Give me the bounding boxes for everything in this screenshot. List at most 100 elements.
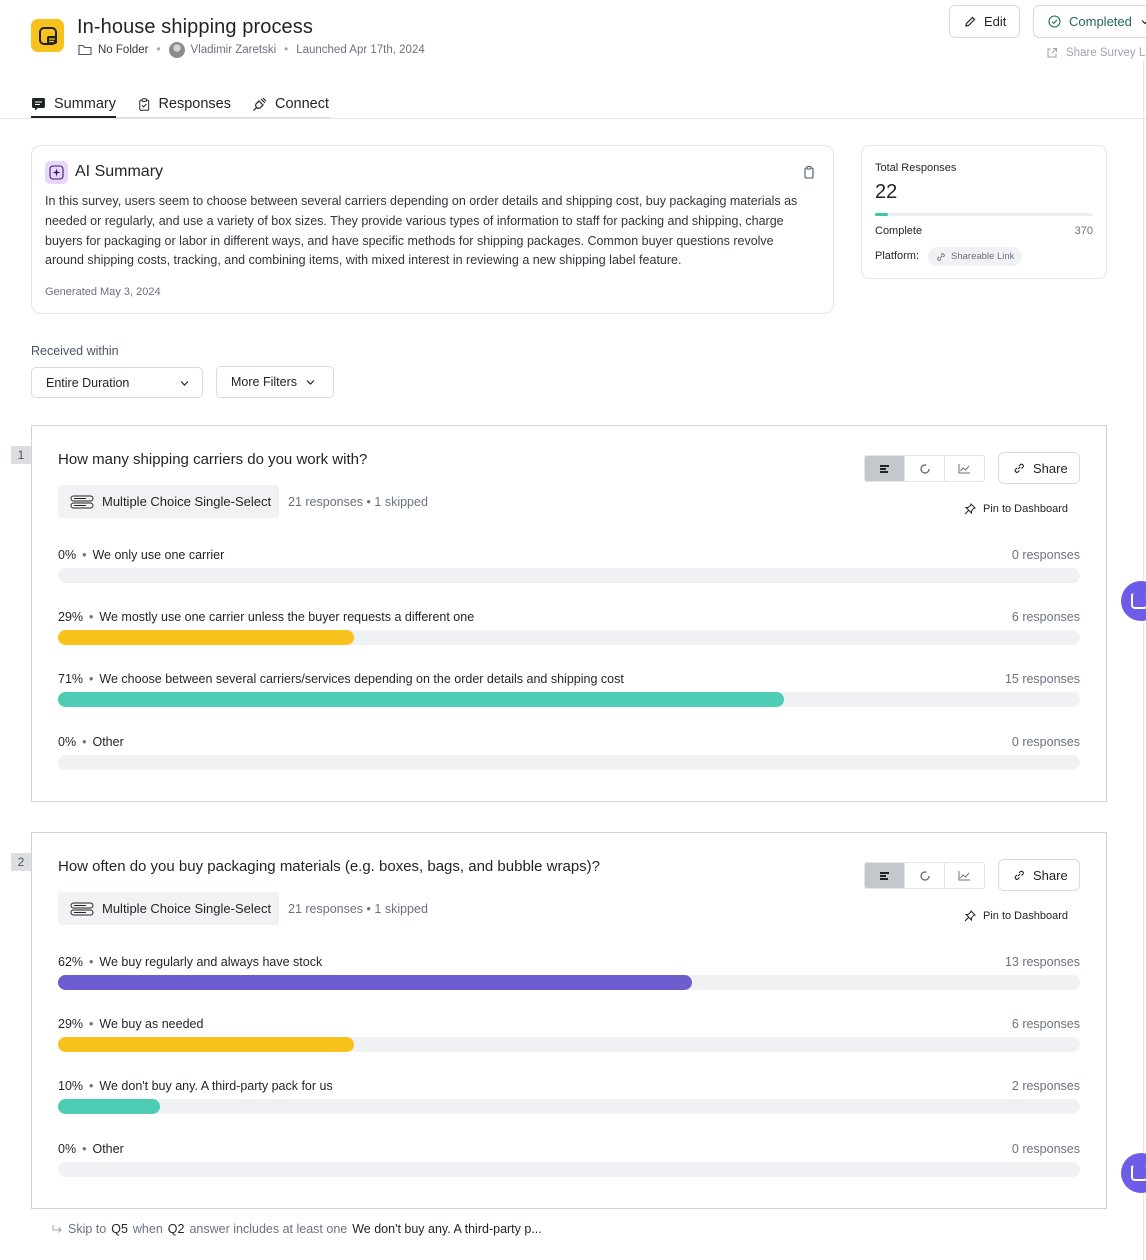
answer-label: 0% • Other [58, 735, 124, 749]
answer-label: 0% • We only use one carrier [58, 548, 225, 562]
share-button[interactable]: Share [998, 859, 1080, 891]
app-logo [31, 19, 64, 52]
active-tab-indicator [31, 116, 116, 118]
answer-count: 6 responses [1011, 1017, 1080, 1031]
answer-label: 71% • We choose between several carriers/s… [58, 672, 624, 686]
answer-bar [58, 1037, 1080, 1052]
meta-separator: • [156, 44, 161, 56]
answer-label: 10% • We don't buy any. A third-party pack… [58, 1079, 333, 1093]
tab-summary[interactable]: Summary [31, 90, 116, 118]
received-within-label: Received within [31, 344, 119, 358]
survey-meta: No Folder • Vladimir Zaretski • Launched… [78, 42, 425, 58]
bar-view-button[interactable] [865, 456, 904, 481]
pin-icon [964, 910, 976, 922]
answer-count: 0 responses [1011, 1142, 1080, 1156]
copy-icon[interactable] [802, 165, 816, 179]
answer-bar-fill [58, 975, 692, 990]
share-label: Share [1033, 460, 1068, 476]
bar-chart-icon [879, 871, 889, 880]
platform-chip: Shareable Link [928, 247, 1023, 266]
answer-percent: 71% [58, 672, 84, 686]
donut-view-button[interactable] [904, 456, 944, 481]
ai-summary-card: AI Summary In this survey, users seem to… [31, 145, 834, 314]
ai-generated-date: Generated May 3, 2024 [45, 286, 161, 298]
completion-bar [875, 213, 1093, 216]
line-chart-icon [958, 464, 970, 474]
skip-question: Q2 [167, 1222, 185, 1236]
answer-count: 15 responses [1004, 672, 1080, 686]
answer-percent: 0% [58, 548, 77, 562]
pencil-icon [965, 16, 976, 27]
response-count-value: 21 responses [288, 495, 364, 509]
clipboard-icon [139, 97, 150, 111]
link-icon [1014, 870, 1024, 880]
answer-bar-fill [58, 1037, 355, 1052]
answer-bar [58, 630, 1080, 645]
donut-view-button[interactable] [904, 863, 944, 888]
skip-prefix: Skip to [68, 1222, 107, 1236]
launch-date: Launched Apr 17th, 2024 [296, 44, 425, 56]
line-chart-icon [958, 871, 970, 881]
answer-text: Other [92, 1142, 124, 1156]
edit-label: Edit [984, 14, 1007, 29]
chat-icon [1131, 592, 1146, 609]
ai-summary-text: In this survey, users seem to choose bet… [45, 194, 798, 268]
chat-launcher-button[interactable] [1121, 1153, 1146, 1193]
answer-text: Other [92, 735, 124, 749]
edit-button[interactable]: Edit [949, 5, 1020, 38]
answer-bar [58, 692, 1080, 707]
response-count: 21 responses • 1 skipped [288, 495, 428, 509]
answer-bar [58, 568, 1080, 583]
answer-bar-fill [58, 1099, 161, 1114]
answer-label: 29% • We buy as needed [58, 1017, 204, 1031]
plug-icon [253, 97, 267, 111]
tab-responses[interactable]: Responses [138, 90, 231, 118]
answer-bar [58, 755, 1080, 770]
platform-label: Platform: [875, 250, 920, 262]
pin-to-dashboard-button[interactable]: Pin to Dashboard [964, 910, 1068, 922]
response-count: 21 responses • 1 skipped [288, 902, 428, 916]
answer-text: We buy as needed [99, 1017, 204, 1031]
share-button[interactable]: Share [998, 452, 1080, 484]
question-title: How often do you buy packaging materials… [58, 858, 600, 875]
share-survey-link[interactable]: Share Survey Li [1046, 47, 1146, 59]
bar-chart-icon [879, 464, 889, 473]
response-count-value: 21 responses [288, 902, 364, 916]
question-type-label: Multiple Choice Single-Select [102, 901, 272, 916]
pin-label: Pin to Dashboard [983, 503, 1068, 515]
folder-icon [78, 44, 92, 56]
answer-count: 0 responses [1011, 735, 1080, 749]
chevron-down-icon [180, 381, 189, 386]
tab-connect-label: Connect [275, 96, 330, 112]
question-title: How many shipping carriers do you work w… [58, 451, 368, 468]
line-view-button[interactable] [944, 456, 984, 481]
answer-count: 6 responses [1011, 610, 1080, 624]
status-label: Completed [1069, 14, 1132, 29]
duration-select[interactable]: Entire Duration [31, 367, 203, 398]
survey-icon [38, 26, 57, 45]
question-number: 1 [11, 446, 31, 464]
answer-percent: 29% [58, 1017, 84, 1031]
folder-link[interactable]: No Folder [98, 44, 149, 56]
bar-view-button[interactable] [865, 863, 904, 888]
answer-bar [58, 1162, 1080, 1177]
answer-count: 13 responses [1004, 955, 1080, 969]
status-dropdown[interactable]: Completed [1033, 5, 1146, 38]
donut-chart-icon [919, 870, 930, 881]
answer-percent: 29% [58, 610, 84, 624]
skip-target: Q5 [111, 1222, 128, 1236]
summary-icon [31, 98, 45, 111]
question-card: How often do you buy packaging materials… [31, 832, 1107, 1209]
chat-icon [1131, 1164, 1146, 1181]
completion-bar-fill [875, 213, 889, 216]
author-name: Vladimir Zaretski [190, 44, 277, 56]
ai-sparkle-icon [45, 161, 68, 184]
chat-launcher-button[interactable] [1121, 581, 1146, 621]
skip-arrow-icon [52, 1225, 62, 1233]
question-type-label: Multiple Choice Single-Select [102, 494, 272, 509]
pin-to-dashboard-button[interactable]: Pin to Dashboard [964, 503, 1068, 515]
tab-connect[interactable]: Connect [252, 90, 331, 118]
answer-percent: 10% [58, 1079, 84, 1093]
line-view-button[interactable] [944, 863, 984, 888]
more-filters-button[interactable]: More Filters [216, 366, 334, 398]
